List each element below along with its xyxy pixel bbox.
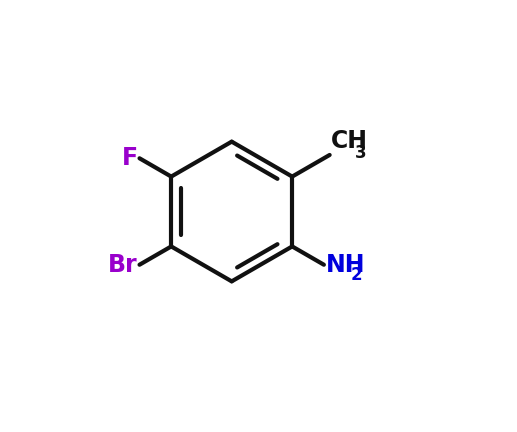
Text: NH: NH xyxy=(326,253,365,277)
Text: F: F xyxy=(121,146,138,170)
Text: Br: Br xyxy=(108,253,138,277)
Text: 3: 3 xyxy=(355,144,367,162)
Text: 2: 2 xyxy=(350,266,362,284)
Text: CH: CH xyxy=(331,129,368,153)
